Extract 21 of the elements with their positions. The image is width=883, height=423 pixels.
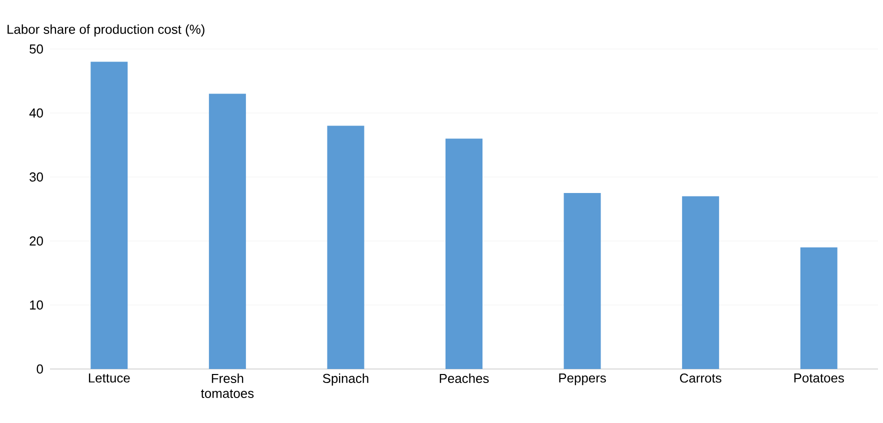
bar	[327, 126, 364, 369]
bar	[446, 138, 483, 369]
x-tick-label: Potatoes	[794, 374, 844, 383]
y-tick-label: 10	[30, 300, 43, 310]
y-tick-label: 50	[30, 44, 43, 54]
x-tick-label: Peppers	[559, 374, 606, 386]
bar	[208, 94, 246, 369]
bar	[564, 193, 601, 369]
y-axis-title: Labor share of production cost (%)	[8, 24, 204, 36]
bar	[800, 247, 838, 369]
y-tick-label: 0	[36, 364, 43, 374]
bar	[682, 196, 720, 369]
x-tick-label: Peaches	[440, 374, 489, 384]
y-tick-label: 30	[30, 172, 43, 182]
x-tick-label: Carrots	[680, 374, 722, 383]
y-tick-label: 20	[30, 236, 43, 246]
y-tick-label: 40	[29, 108, 43, 118]
x-tick-label: Spinach	[322, 374, 368, 386]
x-tick-label: Lettuce	[88, 374, 130, 383]
bar	[90, 62, 128, 369]
x-tick-label: Fresh tomatoes	[200, 374, 254, 398]
